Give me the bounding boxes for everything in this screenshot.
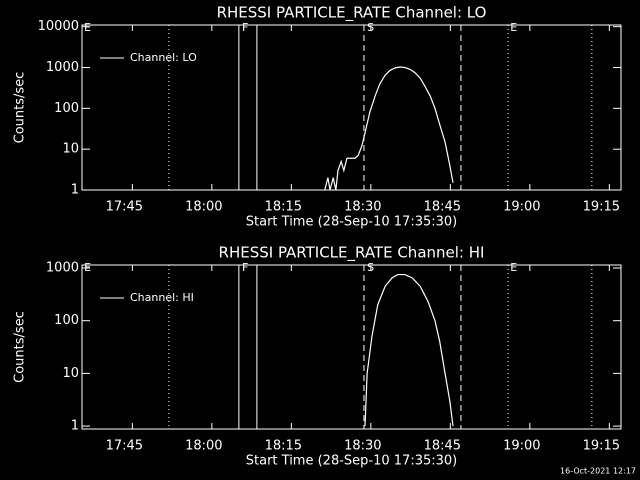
annotation: E — [84, 261, 91, 274]
annotation: S — [367, 21, 374, 34]
x-tick-label: 18:00 — [185, 200, 222, 215]
y-tick-label: 10000 — [38, 19, 79, 34]
plot-frame — [81, 24, 622, 191]
x-tick-label: 19:00 — [503, 439, 540, 454]
annotation: F — [242, 21, 248, 34]
x-tick-label: 19:00 — [503, 200, 540, 215]
x-tick-label: 18:00 — [185, 439, 222, 454]
annotation: E — [84, 21, 91, 34]
footer: 16-Oct-2021 12:17 — [560, 467, 636, 476]
y-tick-label: 100 — [54, 101, 79, 116]
x-tick-label: 18:45 — [424, 439, 461, 454]
x-axis-label: Start Time (28-Sep-10 17:35:30) — [246, 215, 457, 230]
legend-label: Channel: LO — [130, 51, 197, 64]
x-axis-label: Start Time (28-Sep-10 17:35:30) — [246, 454, 457, 469]
x-tick-label: 17:45 — [106, 439, 143, 454]
annotation: F — [242, 261, 248, 274]
chart-title: RHESSI PARTICLE_RATE Channel: LO — [217, 4, 487, 23]
y-axis-label: Counts/sec — [13, 72, 28, 144]
chart-title: RHESSI PARTICLE_RATE Channel: HI — [219, 244, 485, 263]
x-tick-label: 18:15 — [265, 200, 302, 215]
y-tick-label: 1 — [71, 183, 79, 198]
annotation: S — [367, 261, 374, 274]
annotation: E — [510, 21, 517, 34]
x-tick-label: 18:45 — [424, 200, 461, 215]
x-tick-label: 17:45 — [106, 200, 143, 215]
y-tick-label: 10 — [62, 142, 79, 157]
legend-label: Channel: HI — [130, 291, 194, 304]
plot-frame — [81, 264, 622, 430]
y-tick-label: 100 — [54, 313, 79, 328]
data-line — [324, 66, 454, 191]
y-tick-label: 1 — [71, 419, 79, 434]
x-tick-label: 19:15 — [583, 200, 620, 215]
x-tick-label: 18:15 — [265, 439, 302, 454]
y-tick-label: 10 — [62, 366, 79, 381]
x-tick-label: 19:15 — [583, 439, 620, 454]
y-tick-label: 1000 — [46, 260, 79, 275]
x-tick-label: 18:30 — [344, 200, 381, 215]
y-axis-label: Counts/sec — [13, 311, 28, 383]
data-line — [364, 273, 454, 427]
y-tick-label: 1000 — [46, 60, 79, 75]
x-tick-label: 18:30 — [344, 439, 381, 454]
annotation: E — [510, 261, 517, 274]
